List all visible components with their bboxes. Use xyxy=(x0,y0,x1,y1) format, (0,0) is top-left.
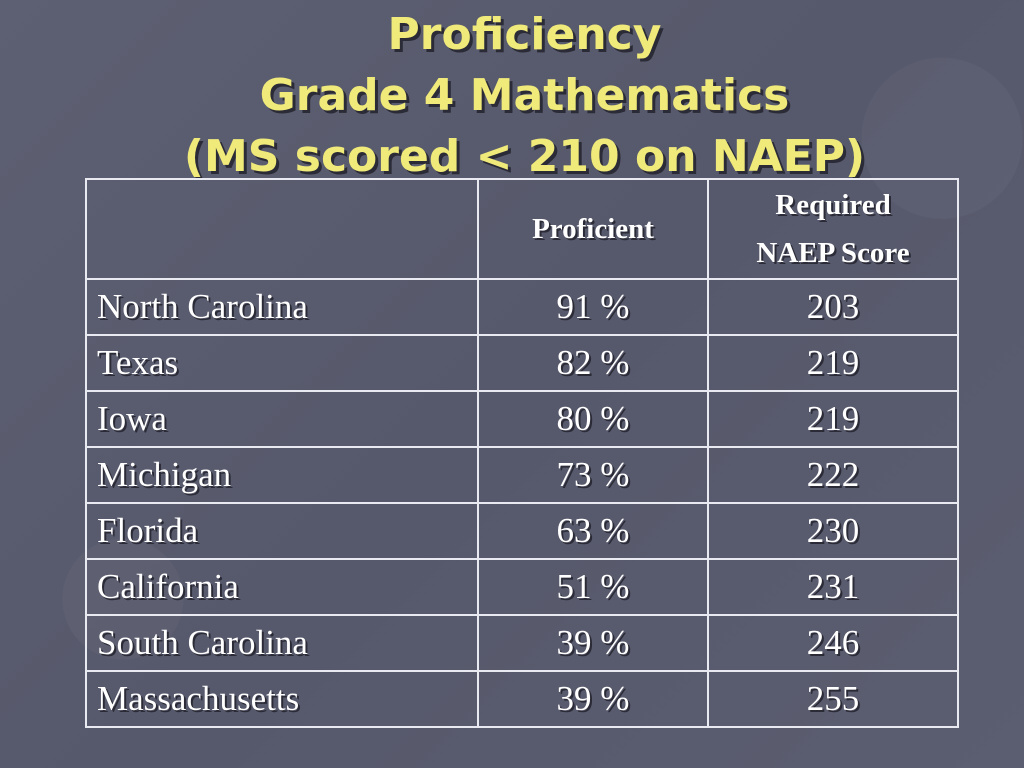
proficient-cell: 82 % xyxy=(477,334,709,392)
state-name-cell: Michigan xyxy=(85,446,479,504)
proficiency-table: Proficient Required NAEP Score North Car… xyxy=(85,178,959,728)
naep-score-cell: 246 xyxy=(707,614,959,672)
table-row: California 51 % 231 xyxy=(85,558,959,616)
state-name-cell: Massachusetts xyxy=(85,670,479,728)
proficient-cell: 80 % xyxy=(477,390,709,448)
state-name-cell: Texas xyxy=(85,334,479,392)
table-row: Michigan 73 % 222 xyxy=(85,446,959,504)
title-line-3: (MS scored < 210 on NAEP) xyxy=(183,131,866,182)
naep-score-cell: 255 xyxy=(707,670,959,728)
header-required-line1: Required xyxy=(775,189,891,221)
naep-score-cell: 222 xyxy=(707,446,959,504)
proficient-cell: 63 % xyxy=(477,502,709,560)
title-line-2: Grade 4 Mathematics xyxy=(259,70,790,121)
table-row: Iowa 80 % 219 xyxy=(85,390,959,448)
proficient-cell: 73 % xyxy=(477,446,709,504)
title-line-1: Proficiency xyxy=(387,9,662,60)
state-name-cell: North Carolina xyxy=(85,278,479,336)
naep-score-cell: 219 xyxy=(707,390,959,448)
table-row: Massachusetts 39 % 255 xyxy=(85,670,959,728)
table-row: Texas 82 % 219 xyxy=(85,334,959,392)
proficiency-table-container: Proficient Required NAEP Score North Car… xyxy=(85,178,959,728)
state-name-cell: California xyxy=(85,558,479,616)
naep-score-cell: 203 xyxy=(707,278,959,336)
naep-score-cell: 230 xyxy=(707,502,959,560)
proficient-cell: 39 % xyxy=(477,614,709,672)
state-name-cell: South Carolina xyxy=(85,614,479,672)
header-required-score: Required NAEP Score xyxy=(707,178,959,280)
table-row: North Carolina 91 % 203 xyxy=(85,278,959,336)
header-proficient: Proficient xyxy=(477,178,709,280)
state-name-cell: Florida xyxy=(85,502,479,560)
header-state xyxy=(85,178,479,280)
naep-score-cell: 219 xyxy=(707,334,959,392)
table-row: Florida 63 % 230 xyxy=(85,502,959,560)
state-name-cell: Iowa xyxy=(85,390,479,448)
proficient-cell: 91 % xyxy=(477,278,709,336)
proficient-cell: 51 % xyxy=(477,558,709,616)
header-required-line2: NAEP Score xyxy=(756,237,910,269)
table-header-row: Proficient Required NAEP Score xyxy=(85,178,959,280)
slide-title: Proficiency Grade 4 Mathematics (MS scor… xyxy=(0,4,1024,187)
naep-score-cell: 231 xyxy=(707,558,959,616)
table-row: South Carolina 39 % 246 xyxy=(85,614,959,672)
proficient-cell: 39 % xyxy=(477,670,709,728)
